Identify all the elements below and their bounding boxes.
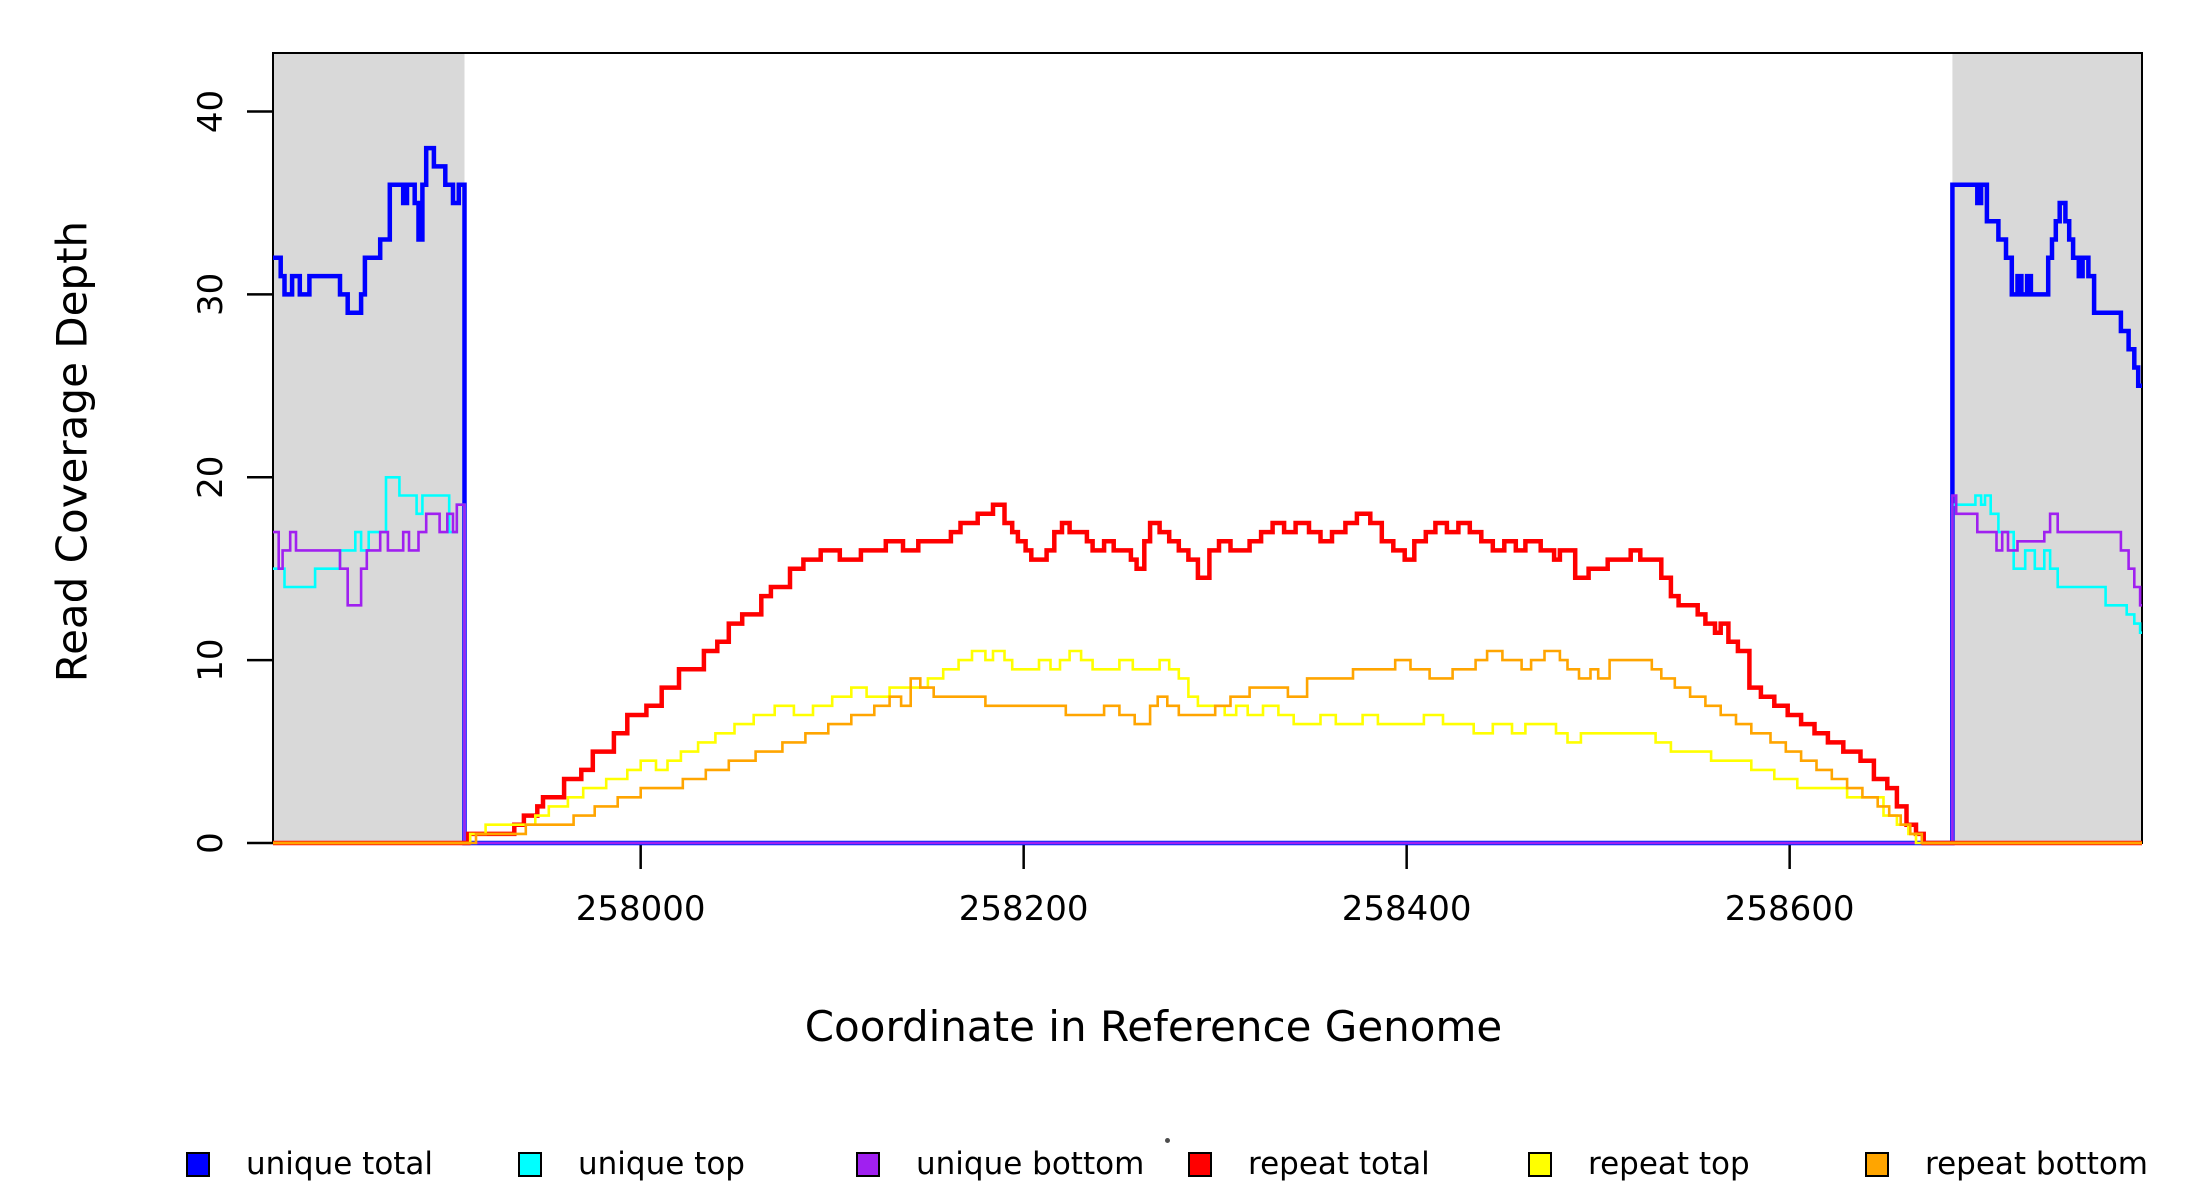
- legend-label: repeat top: [1588, 1146, 1750, 1182]
- legend-label: repeat total: [1248, 1146, 1430, 1182]
- legend-item-repeat-total: repeat total: [1188, 1146, 1430, 1182]
- x-tick-label: 258200: [959, 889, 1089, 929]
- legend-label: unique top: [578, 1146, 745, 1182]
- masked-region-shade-0: [273, 53, 465, 843]
- legend-item-unique-top: unique top: [518, 1146, 745, 1182]
- unique-top-swatch-icon: [518, 1151, 542, 1177]
- y-tick-label: 40: [191, 90, 231, 133]
- stray-dot: [1165, 1138, 1170, 1143]
- legend-item-unique-bottom: unique bottom: [856, 1146, 1145, 1182]
- unique-bottom-swatch-icon: [856, 1151, 880, 1177]
- y-tick-label: 10: [191, 638, 231, 681]
- series-unique-top-line: [273, 476, 2142, 845]
- legend-label: repeat bottom: [1925, 1146, 2149, 1182]
- legend-item-unique-total: unique total: [186, 1146, 434, 1182]
- legend-item-repeat-top: repeat top: [1528, 1146, 1750, 1182]
- masked-region-shade-1: [1952, 53, 2142, 843]
- series-unique-bottom-line: [273, 494, 2142, 845]
- unique-total-swatch-icon: [186, 1151, 210, 1177]
- series-unique-total-line: [273, 145, 2142, 846]
- series-repeat-top-line: [273, 649, 2142, 845]
- y-axis-title: Read Coverage Depth: [47, 220, 97, 683]
- y-tick-label: 30: [191, 273, 231, 316]
- series-repeat-total-line: [273, 502, 2142, 846]
- legend-label: unique bottom: [916, 1146, 1145, 1182]
- x-tick-label: 258400: [1342, 889, 1472, 929]
- legend-label: unique total: [246, 1146, 434, 1182]
- y-tick-label: 0: [191, 832, 231, 854]
- x-axis-title: Coordinate in Reference Genome: [804, 1002, 1503, 1051]
- x-tick-label: 258600: [1725, 889, 1855, 929]
- legend-item-repeat-bottom: repeat bottom: [1865, 1146, 2149, 1182]
- series-repeat-bottom-line: [273, 649, 2142, 845]
- plot-box: [272, 52, 2143, 844]
- repeat-bottom-swatch-icon: [1865, 1151, 1889, 1177]
- repeat-top-swatch-icon: [1528, 1151, 1552, 1177]
- y-tick-label: 20: [191, 456, 231, 499]
- x-tick-label: 258000: [576, 889, 706, 929]
- repeat-total-swatch-icon: [1188, 1151, 1212, 1177]
